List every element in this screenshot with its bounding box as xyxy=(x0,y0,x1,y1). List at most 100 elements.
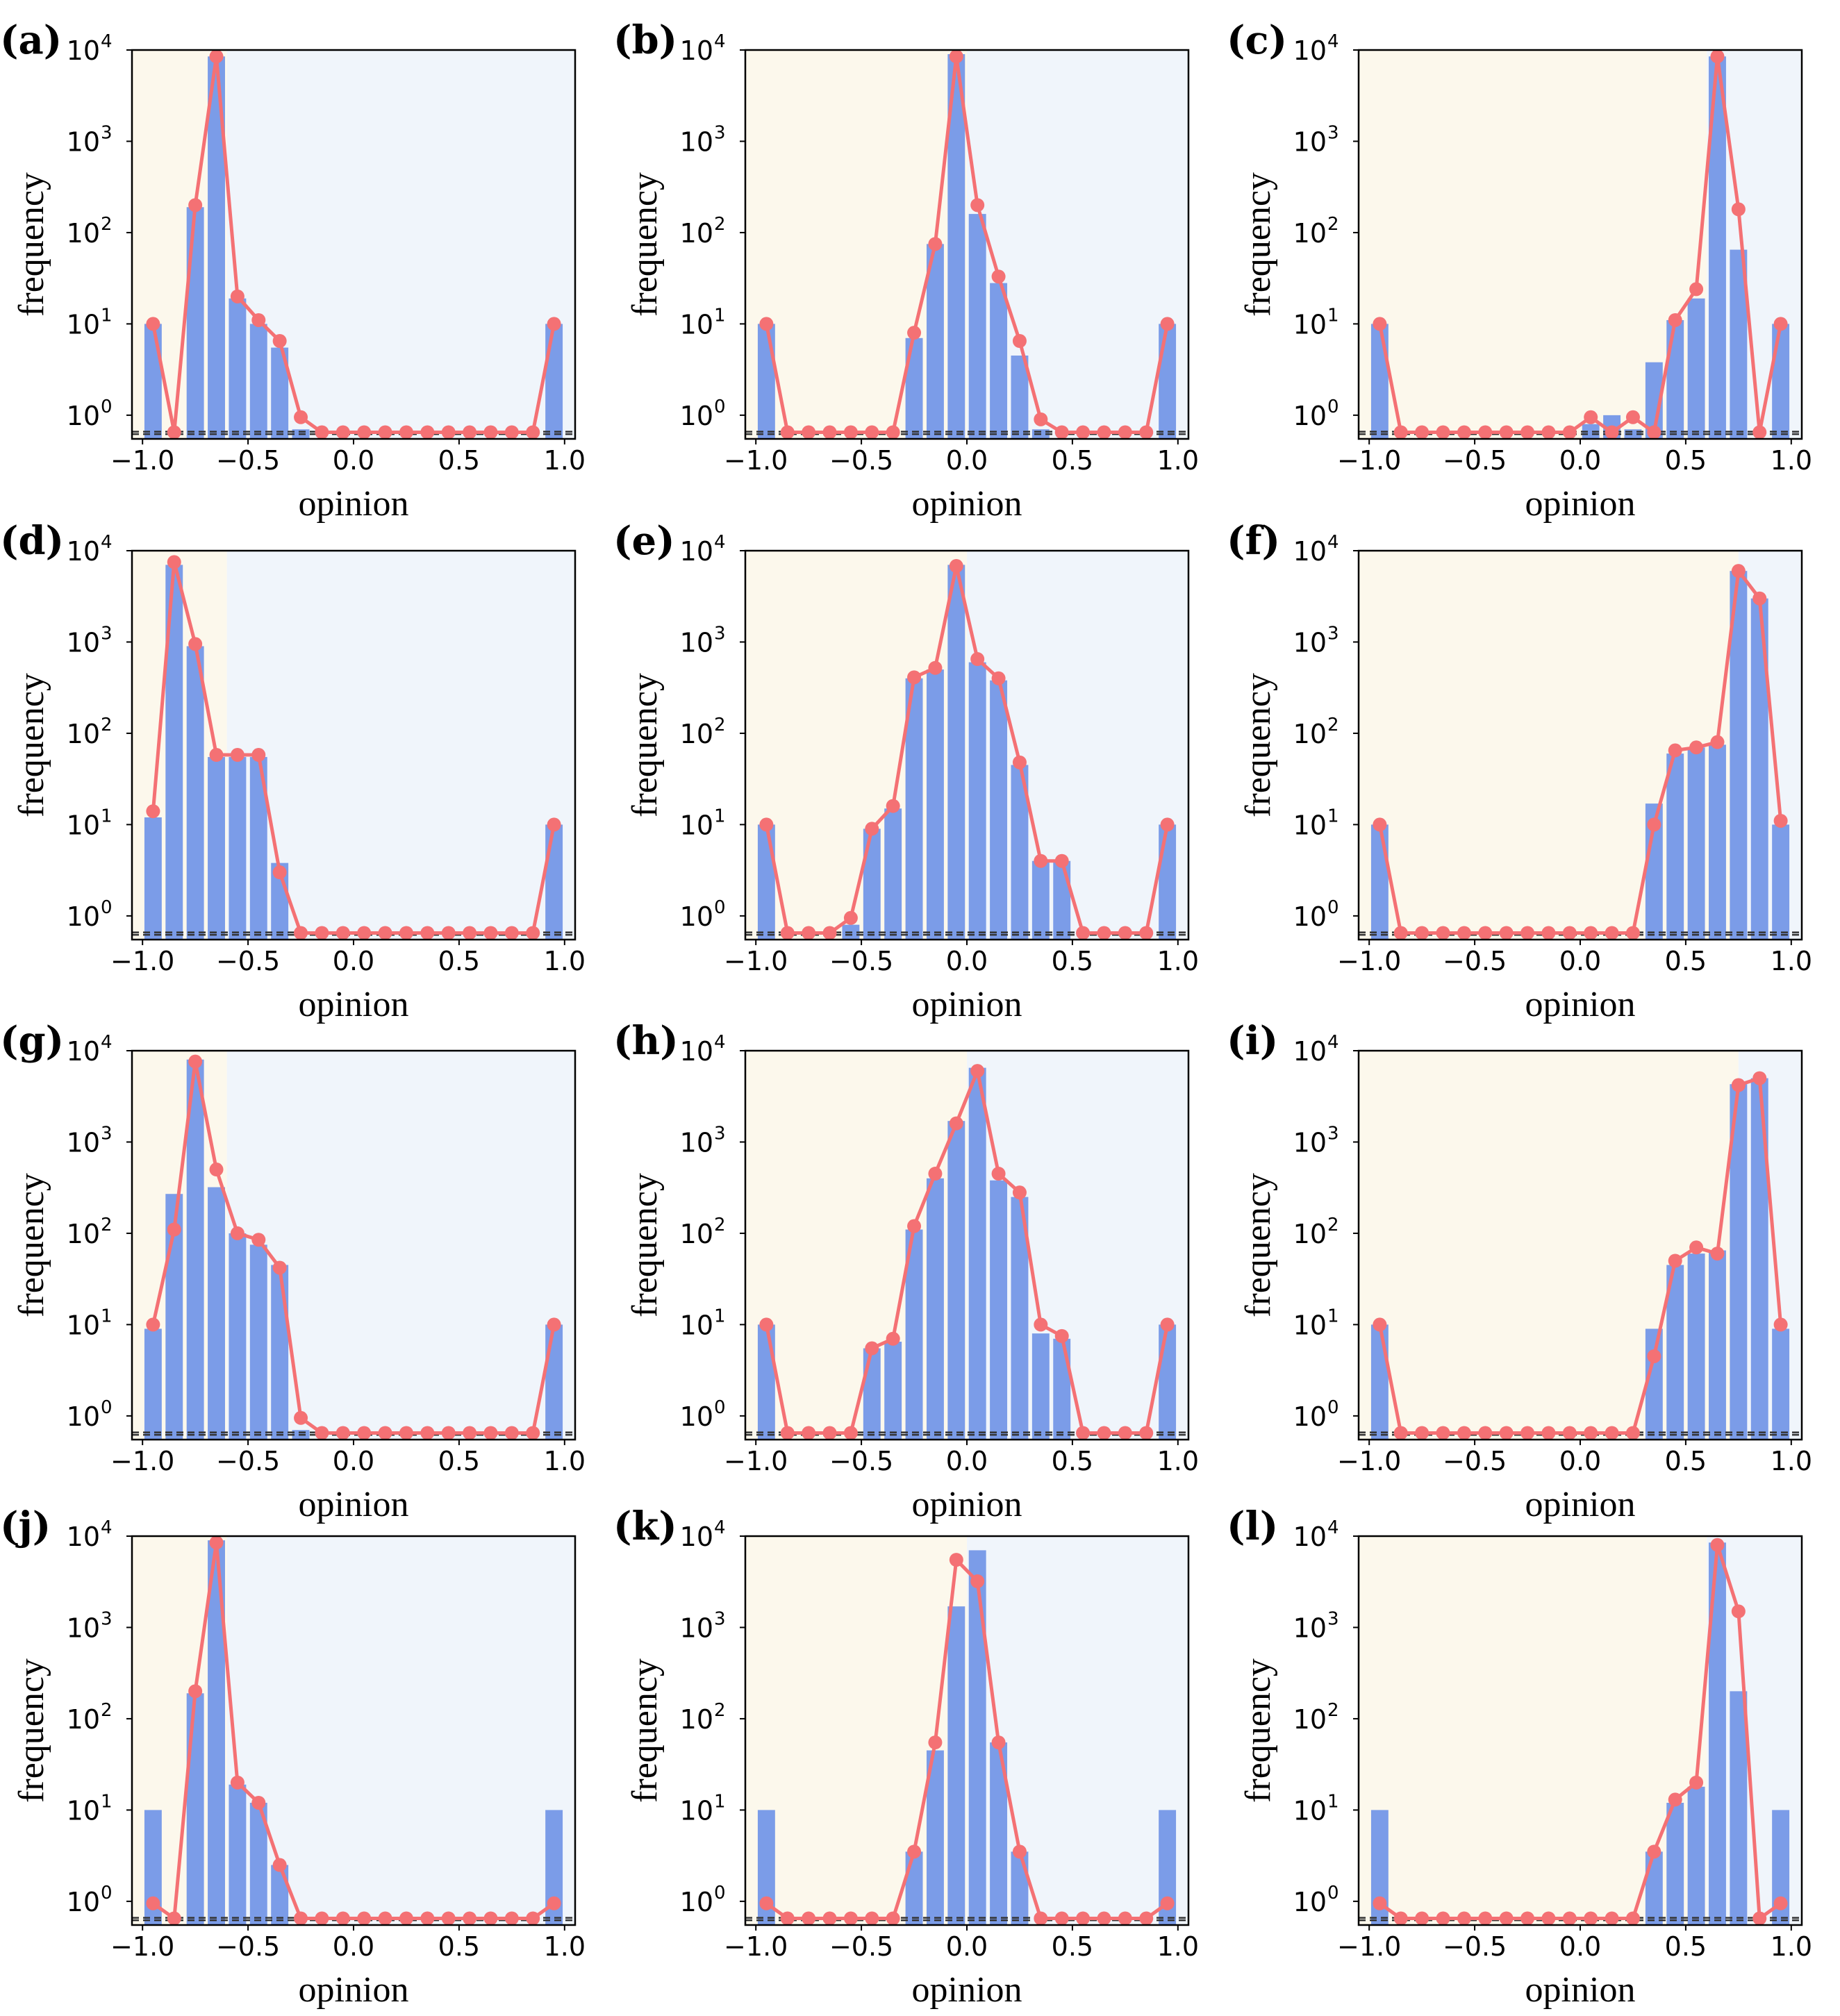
series-point xyxy=(865,1341,879,1356)
series-point xyxy=(1499,926,1514,940)
x-tick-label: 0.5 xyxy=(438,1931,480,1962)
x-tick-label: 0.0 xyxy=(946,445,988,476)
series-point xyxy=(146,317,160,331)
y-tick-exponent: 2 xyxy=(1327,1700,1339,1721)
series-point xyxy=(1076,926,1091,940)
series-point xyxy=(822,926,837,940)
y-tick-exponent: 1 xyxy=(101,305,113,326)
series-point xyxy=(928,237,943,251)
y-axis-label: frequency xyxy=(1238,673,1278,817)
panel-letter: (e) xyxy=(613,518,675,564)
y-tick-exponent: 2 xyxy=(1327,715,1339,735)
x-tick-label: 0.0 xyxy=(1559,946,1601,976)
x-tick-label: 0.5 xyxy=(1665,946,1707,976)
y-tick-exponent: 3 xyxy=(101,122,113,143)
bar xyxy=(1011,1851,1029,1925)
x-tick-label: 1.0 xyxy=(1157,1931,1199,1962)
series-point xyxy=(865,425,879,440)
x-tick-label: 0.5 xyxy=(1052,1931,1093,1962)
bar xyxy=(990,283,1008,439)
y-tick-label: 10 xyxy=(680,1887,713,1917)
bar xyxy=(1687,298,1705,439)
series-point xyxy=(1625,1911,1640,1926)
series-point xyxy=(188,637,203,651)
bar xyxy=(186,207,204,439)
y-tick-label: 10 xyxy=(1293,401,1327,431)
series-point xyxy=(1139,425,1154,440)
y-tick-exponent: 3 xyxy=(714,122,726,143)
series-point xyxy=(272,865,287,880)
bar xyxy=(144,817,162,940)
series-point xyxy=(547,1896,561,1910)
x-tick-label: −1.0 xyxy=(1337,1446,1401,1476)
series-point xyxy=(1139,1911,1154,1926)
y-tick-exponent: 1 xyxy=(714,806,726,826)
bar xyxy=(144,1328,162,1440)
series-point xyxy=(251,1233,266,1247)
series-point xyxy=(1373,817,1387,832)
series-point xyxy=(1139,926,1154,940)
panel-letter: (f) xyxy=(1227,518,1280,564)
y-tick-exponent: 1 xyxy=(714,1791,726,1812)
series-point xyxy=(780,1911,795,1926)
x-tick-label: −1.0 xyxy=(110,445,174,476)
bar xyxy=(884,1341,902,1440)
bar xyxy=(1666,1802,1684,1925)
series-point xyxy=(991,671,1006,685)
background-right xyxy=(1738,551,1802,940)
y-tick-label: 10 xyxy=(680,1795,713,1826)
x-tick-label: 0.5 xyxy=(438,445,480,476)
series-point xyxy=(1054,1328,1069,1343)
y-tick-label: 10 xyxy=(1293,1795,1327,1826)
y-tick-label: 10 xyxy=(1293,1613,1327,1643)
series-point xyxy=(1034,412,1048,426)
bar xyxy=(884,808,902,940)
series-point xyxy=(1478,926,1493,940)
series-point xyxy=(357,926,372,940)
bar xyxy=(271,1865,289,1925)
x-tick-label: 0.5 xyxy=(1665,1446,1707,1476)
bar xyxy=(905,1851,923,1925)
series-point xyxy=(230,748,244,763)
series-point xyxy=(1605,425,1619,440)
y-tick-exponent: 3 xyxy=(714,623,726,644)
x-tick-label: 1.0 xyxy=(1771,445,1812,476)
series-point xyxy=(1773,813,1788,828)
series-point xyxy=(167,1222,181,1237)
series-point xyxy=(526,1426,540,1440)
series-point xyxy=(822,425,837,440)
x-axis-label: opinion xyxy=(912,1485,1022,1524)
series-point xyxy=(802,1426,816,1440)
y-tick-label: 10 xyxy=(1293,810,1327,840)
x-tick-label: 1.0 xyxy=(544,445,586,476)
series-point xyxy=(886,1331,900,1346)
series-point xyxy=(547,317,561,331)
series-point xyxy=(1160,817,1175,832)
series-point xyxy=(970,1064,985,1078)
bar xyxy=(1011,355,1029,439)
y-tick-label: 10 xyxy=(680,401,713,431)
x-tick-label: −0.5 xyxy=(829,1446,893,1476)
bar xyxy=(1031,860,1050,940)
series-point xyxy=(1160,1317,1175,1332)
x-tick-label: 1.0 xyxy=(544,946,586,976)
series-point xyxy=(1731,564,1746,578)
x-tick-label: 0.0 xyxy=(333,445,374,476)
y-tick-label: 10 xyxy=(67,1704,100,1735)
series-point xyxy=(294,1911,308,1926)
series-point xyxy=(949,49,963,64)
y-tick-label: 10 xyxy=(67,901,100,932)
bar xyxy=(926,244,944,439)
series-point xyxy=(1097,926,1111,940)
x-axis-label: opinion xyxy=(1525,1970,1636,2010)
x-tick-label: 0.5 xyxy=(438,946,480,976)
series-point xyxy=(865,822,879,836)
series-point xyxy=(230,1226,244,1240)
series-point xyxy=(759,317,774,331)
y-tick-label: 10 xyxy=(67,1401,100,1432)
series-point xyxy=(1118,926,1132,940)
x-tick-label: −0.5 xyxy=(829,1931,893,1962)
